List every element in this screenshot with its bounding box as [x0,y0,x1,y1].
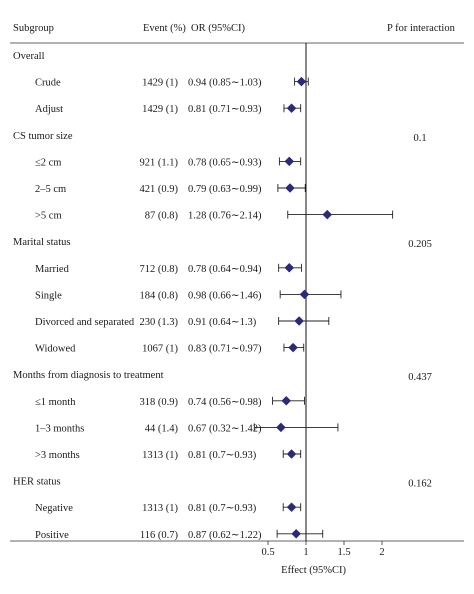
row-label: >3 months [35,450,80,461]
event-value: 1313 (1) [142,450,178,461]
x-tick-label: 0.5 [261,547,274,558]
row-label: ≤1 month [35,397,76,408]
event-value: 1313 (1) [142,503,178,514]
event-value: 116 (0.7) [140,530,179,541]
p-interaction-value: 0.162 [408,479,432,490]
p-interaction-value: 0.205 [408,239,432,250]
row-label: Negative [35,503,73,514]
p-interaction-value: 0.437 [408,372,432,383]
point-estimate-marker [281,395,292,406]
or-ci-text: 0.91 (0.64∼1.3) [188,317,257,328]
point-estimate-marker [276,422,286,433]
point-estimate-marker [286,103,297,114]
or-ci-text: 0.78 (0.65∼0.93) [188,157,262,168]
header-subgroup: Subgroup [13,23,54,34]
or-ci-text: 0.74 (0.56∼0.98) [188,397,262,408]
point-estimate-marker [286,502,297,513]
point-estimate-marker [291,528,301,539]
event-value: 184 (0.8) [140,290,179,301]
point-estimate-marker [294,316,305,326]
x-tick-label: 2 [379,547,384,558]
row-label: Widowed [35,344,76,355]
event-value: 1429 (1) [142,78,178,89]
row-label: ≤2 cm [35,157,61,168]
event-value: 318 (0.9) [140,397,179,408]
or-ci-text: 0.98 (0.66∼1.46) [188,290,262,301]
x-tick-label: 1 [303,547,308,558]
point-estimate-marker [322,209,333,220]
group-label: Marital status [13,237,70,248]
or-ci-text: 0.87 (0.62∼1.22) [188,530,262,541]
point-estimate-marker [288,342,298,353]
event-value: 87 (0.8) [145,211,179,222]
event-value: 421 (0.9) [140,184,179,195]
event-value: 1067 (1) [142,344,178,355]
header-event: Event (%) [143,23,186,34]
or-ci-text: 0.81 (0.71∼0.93) [188,104,262,115]
event-value: 1429 (1) [142,104,178,115]
or-ci-text: 0.94 (0.85∼1.03) [188,78,262,89]
event-value: 230 (1.3) [140,317,179,328]
group-label: Months from diagnosis to treatment [13,370,164,381]
header-or: OR (95%CI) [191,23,245,34]
point-estimate-marker [299,289,310,300]
group-label: Overall [13,51,45,62]
event-value: 44 (1.4) [145,423,179,434]
x-tick-label: 1.5 [337,547,350,558]
row-label: Married [35,264,70,275]
or-ci-text: 0.83 (0.71∼0.97) [188,344,262,355]
point-estimate-marker [296,76,307,87]
row-label: 1–3 months [35,423,84,434]
row-label: >5 cm [35,211,62,222]
row-label: Crude [35,78,61,89]
row-label: Positive [35,530,69,541]
group-label: HER status [13,477,61,488]
group-label: CS tumor size [13,131,73,142]
or-ci-text: 0.78 (0.64∼0.94) [188,264,262,275]
event-value: 921 (1.1) [140,157,179,168]
row-label: 2–5 cm [35,184,66,195]
point-estimate-marker [284,156,295,167]
row-label: Single [35,290,62,301]
or-ci-text: 0.81 (0.7∼0.93) [188,450,257,461]
point-estimate-marker [286,449,297,459]
or-ci-text: 0.81 (0.7∼0.93) [188,503,257,514]
header-p-interaction: P for interaction [387,23,456,34]
or-ci-text: 0.67 (0.32∼1.42) [188,423,262,434]
row-label: Adjust [35,104,63,115]
x-axis-label: Effect (95%CI) [281,565,346,576]
or-ci-text: 0.79 (0.63∼0.99) [188,184,262,195]
point-estimate-marker [285,183,295,193]
p-interaction-value: 0.1 [413,133,426,144]
row-label: Divorced and separated [35,317,135,328]
event-value: 712 (0.8) [140,264,179,275]
or-ci-text: 1.28 (0.76∼2.14) [188,211,262,222]
point-estimate-marker [284,262,295,273]
